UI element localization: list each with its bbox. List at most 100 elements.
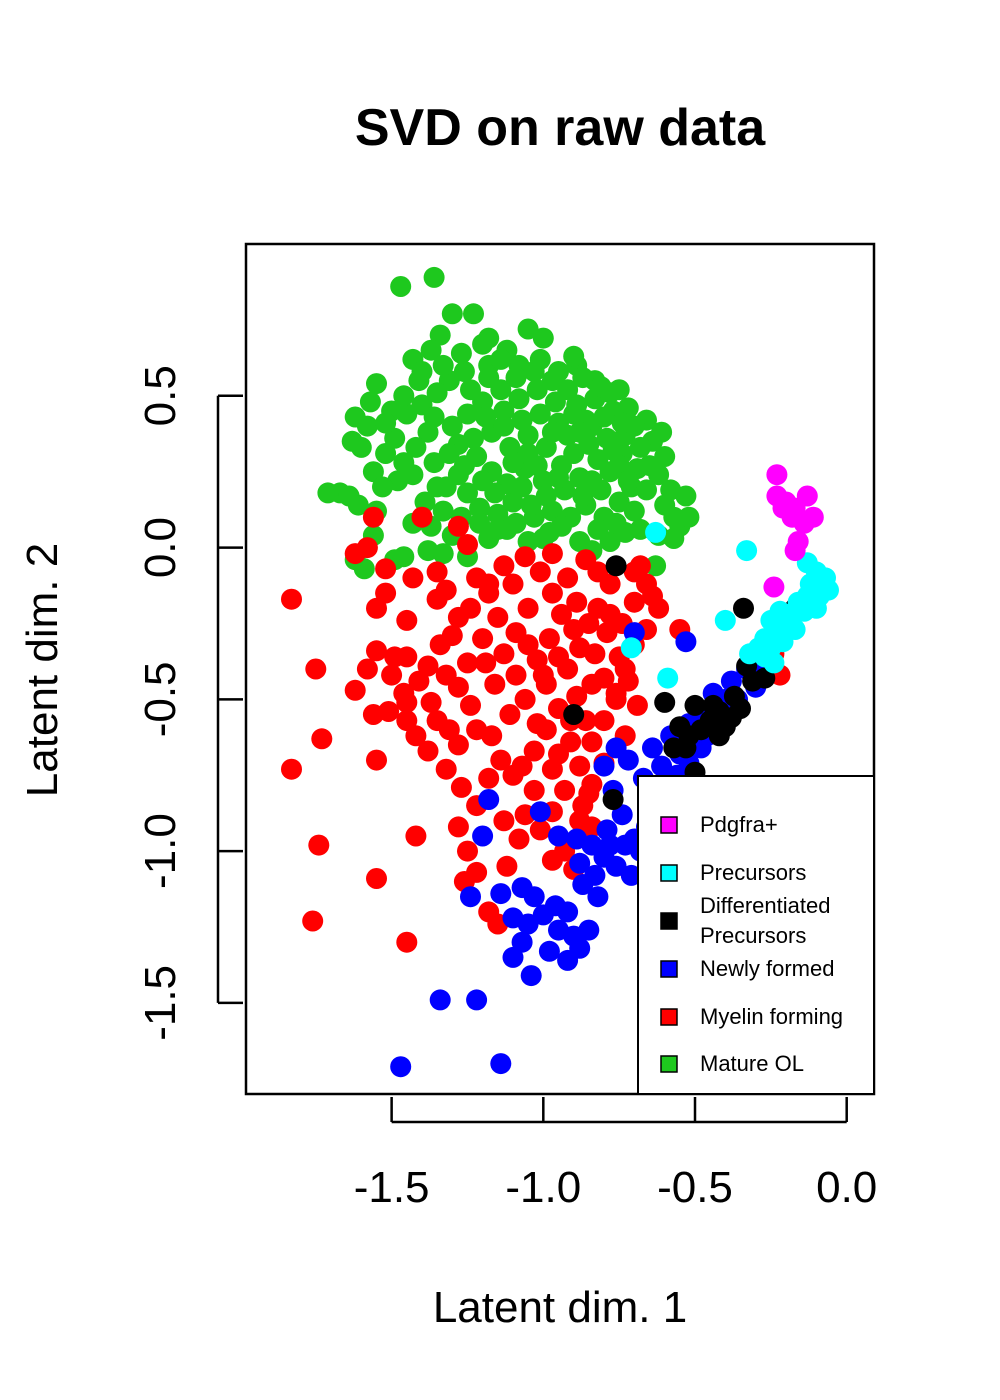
point-mature-ol-94 [608,491,630,513]
point-mature-ol-170 [520,494,542,516]
point-mature-ol-140 [532,528,554,549]
point-myelin-forming-106 [593,710,615,732]
point-myelin-forming-150 [393,682,415,704]
legend-label-myelin-forming: Myelin forming [700,1004,843,1029]
point-mature-ol-8 [420,339,442,361]
point-precursors-24 [714,609,736,631]
y-tick-label-3: 0.0 [136,517,185,578]
point-myelin-forming-32 [375,558,397,580]
point-mature-ol-135 [636,479,657,501]
point-myelin-forming-11 [356,658,378,680]
point-myelin-forming-14 [396,646,418,668]
point-myelin-forming-65 [505,664,527,686]
point-myelin-forming-56 [496,855,518,877]
point-myelin-forming-0 [281,588,302,610]
point-myelin-forming-141 [548,646,569,668]
point-myelin-forming-131 [460,597,481,619]
point-mature-ol-178 [563,443,585,464]
data-points [281,266,839,1078]
point-mature-ol-157 [523,361,545,382]
point-myelin-forming-6 [366,868,387,889]
point-mature-ol-102 [526,379,548,401]
point-myelin-forming-125 [626,694,648,716]
point-newly-formed-69 [566,828,588,850]
point-newly-formed-36 [642,737,663,759]
point-myelin-forming-92 [566,685,588,707]
point-mature-ol-5 [532,327,554,349]
point-myelin-forming-23 [417,740,439,762]
point-myelin-forming-84 [529,819,551,841]
series-mature-ol [317,266,700,580]
point-newly-formed-6 [538,940,560,962]
point-myelin-forming-109 [581,773,603,795]
point-myelin-forming-135 [438,719,460,741]
point-mature-ol-161 [590,376,612,398]
point-mature-ol-150 [393,385,415,407]
point-pdgfra-10 [784,540,806,562]
point-myelin-forming-5 [302,910,324,932]
point-mature-ol-180 [478,367,500,389]
point-mature-ol-154 [472,333,494,355]
point-myelin-forming-27 [441,625,463,647]
point-newly-formed-22 [569,852,591,874]
point-mature-ol-181 [493,415,515,437]
legend-swatch-precursors [660,864,678,882]
point-myelin-forming-36 [447,515,469,537]
point-newly-formed-34 [617,749,639,771]
point-myelin-forming-7 [396,931,418,953]
point-mature-ol-153 [450,342,472,364]
point-mature-ol-141 [505,512,527,534]
point-myelin-forming-51 [457,840,478,862]
point-myelin-forming-107 [581,731,603,753]
point-myelin-forming-66 [493,643,515,665]
point-newly-formed-68 [478,789,500,810]
point-mature-ol-88 [502,491,524,513]
point-mature-ol-78 [396,403,418,425]
legend-label-newly-formed: Newly formed [700,956,834,981]
point-precursors-23 [763,652,785,674]
point-myelin-forming-80 [523,740,545,762]
point-mature-ol-21 [372,476,393,498]
point-myelin-forming-71 [514,546,536,568]
point-mature-ol-169 [535,485,557,507]
point-mature-ol-7 [429,324,451,346]
point-myelin-forming-151 [426,588,448,610]
point-mature-ol-152 [432,354,454,376]
point-myelin-forming-57 [508,828,530,850]
legend-label-differentiated-precursors-0: Differentiated [700,893,830,918]
point-myelin-forming-44 [460,694,481,716]
y-axis-title: Latent dim. 2 [18,543,67,797]
point-myelin-forming-153 [532,664,554,686]
point-mature-ol-17 [350,436,372,458]
point-myelin-forming-127 [563,619,585,640]
point-mature-ol-160 [572,367,594,389]
point-mature-ol-174 [460,379,481,401]
point-pdgfra-4 [796,485,818,507]
y-tick-label-4: 0.5 [136,365,185,426]
point-mature-ol-175 [423,406,445,428]
point-pdgfra-0 [766,464,788,486]
point-mature-ol-2 [463,303,484,325]
point-myelin-forming-100 [599,573,621,595]
point-mature-ol-80 [405,436,427,458]
point-differentiated-precursors-14 [684,694,706,716]
point-myelin-forming-132 [435,664,457,686]
point-mature-ol-138 [587,518,609,540]
point-mature-ol-18 [375,443,397,464]
point-mature-ol-12 [359,391,381,413]
point-differentiated-precursors-22 [602,789,624,810]
point-mature-ol-4 [517,318,539,340]
y-tick-label-0: -1.5 [136,965,185,1041]
point-newly-formed-10 [548,919,569,941]
point-newly-formed-53 [675,631,697,653]
point-mature-ol-81 [423,452,445,474]
point-mature-ol-143 [469,512,491,534]
point-pdgfra-11 [763,576,785,598]
point-mature-ol-125 [475,406,497,428]
point-myelin-forming-117 [623,591,645,613]
point-myelin-forming-124 [617,670,639,692]
point-myelin-forming-103 [584,643,606,665]
point-mature-ol-55 [675,485,697,507]
point-myelin-forming-149 [375,582,397,604]
